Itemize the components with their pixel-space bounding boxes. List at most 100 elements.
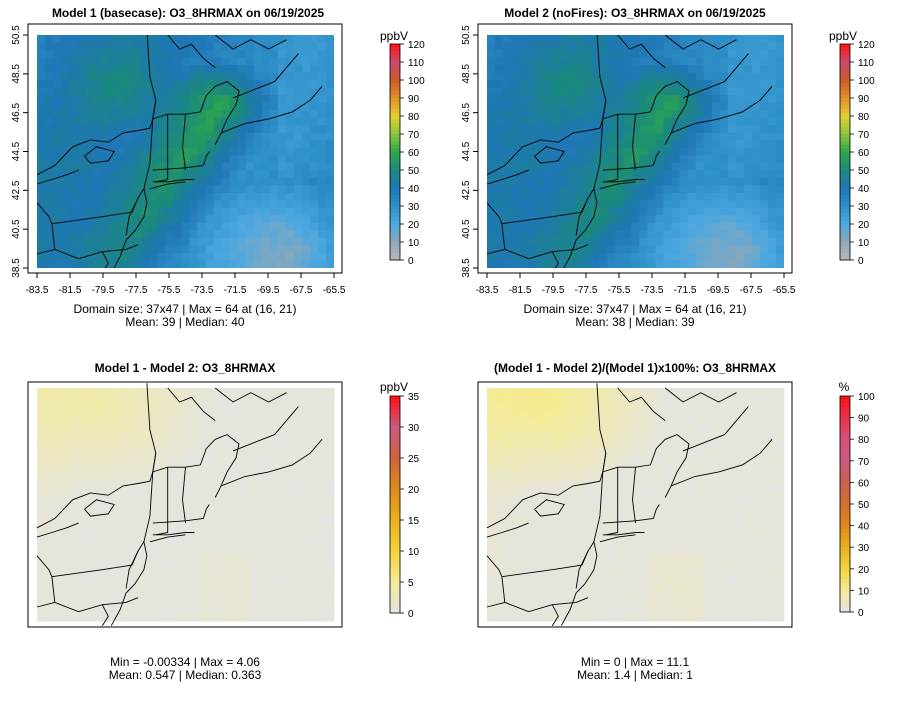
colorbar-segment [390, 486, 400, 490]
grid-cell [222, 103, 230, 111]
grid-cell [688, 103, 696, 111]
grid-cell [141, 598, 149, 606]
colorbar-segment [390, 501, 400, 505]
grid-cell [736, 148, 744, 156]
grid-cell [37, 185, 45, 193]
grid-cell [37, 148, 45, 156]
grid-cell [230, 148, 238, 156]
grid-cell [238, 260, 246, 268]
grid-cell [214, 193, 222, 201]
grid-cell [165, 95, 173, 103]
grid-cell [149, 208, 157, 216]
colorbar-tick-label: 90 [408, 94, 420, 105]
grid-cell [591, 606, 599, 614]
grid-cell [254, 65, 262, 73]
grid-cell [254, 583, 262, 591]
grid-cell [776, 471, 784, 479]
grid-cell [664, 125, 672, 133]
grid-cell [527, 396, 535, 404]
grid-cell [270, 245, 278, 253]
grid-cell [672, 35, 680, 43]
grid-cell [728, 260, 736, 268]
grid-cell [511, 471, 519, 479]
grid-cell [776, 88, 784, 96]
grid-cell [728, 531, 736, 539]
grid-cell [551, 591, 559, 599]
grid-cell [583, 433, 591, 441]
colorbar-segment [390, 152, 400, 156]
grid-cell [246, 170, 254, 178]
grid-cell [294, 253, 302, 261]
grid-cell [672, 178, 680, 186]
grid-cell [640, 140, 648, 148]
panel-difference: Model 1 - Model 2: O3_8HRMAX Min = -0.00… [28, 361, 420, 682]
grid-cell [688, 208, 696, 216]
grid-cell [744, 411, 752, 419]
grid-cell [69, 88, 77, 96]
grid-cell [53, 478, 61, 486]
grid-cell [190, 95, 198, 103]
colorbar-segment [390, 432, 400, 436]
grid-cell [37, 50, 45, 58]
grid-cell [696, 238, 704, 246]
grid-cell [656, 598, 664, 606]
grid-cell [77, 531, 85, 539]
colorbar-segment [390, 533, 400, 537]
grid-cell [133, 493, 141, 501]
grid-cell [262, 238, 270, 246]
grid-cell [302, 43, 310, 51]
grid-cell [543, 471, 551, 479]
grid-cell [615, 456, 623, 464]
grid-cell [768, 43, 776, 51]
grid-cell [623, 478, 631, 486]
grid-cell [181, 613, 189, 621]
grid-cell [270, 388, 278, 396]
grid-cell [310, 456, 318, 464]
grid-cell [141, 110, 149, 118]
grid-cell [230, 403, 238, 411]
grid-cell [495, 148, 503, 156]
grid-cell [109, 238, 117, 246]
colorbar-segment [390, 202, 400, 206]
grid-cell [117, 576, 125, 584]
grid-cell [696, 43, 704, 51]
grid-cell [688, 230, 696, 238]
grid-cell [768, 606, 776, 614]
grid-cell [736, 238, 744, 246]
grid-cell [648, 163, 656, 171]
grid-cell [728, 50, 736, 58]
grid-cell [680, 606, 688, 614]
grid-cell [656, 43, 664, 51]
grid-cell [230, 245, 238, 253]
colorbar-segment [390, 199, 400, 203]
grid-cell [623, 193, 631, 201]
grid-cell [101, 185, 109, 193]
grid-cell [157, 208, 165, 216]
grid-cell [262, 110, 270, 118]
grid-cell [69, 418, 77, 426]
grid-cell [294, 185, 302, 193]
grid-cell [631, 613, 639, 621]
grid-cell [45, 583, 53, 591]
colorbar-segment [840, 181, 850, 185]
grid-cell [768, 396, 776, 404]
grid-cell [222, 260, 230, 268]
grid-cell [198, 193, 206, 201]
grid-cell [230, 253, 238, 261]
grid-cell [326, 238, 334, 246]
grid-cell [752, 448, 760, 456]
grid-cell [326, 418, 334, 426]
grid-cell [181, 88, 189, 96]
grid-cell [696, 223, 704, 231]
grid-cell [543, 456, 551, 464]
grid-cell [752, 185, 760, 193]
grid-cell [535, 561, 543, 569]
grid-cell [527, 118, 535, 126]
grid-cell [53, 501, 61, 509]
grid-cell [760, 43, 768, 51]
grid-cell [286, 230, 294, 238]
colorbar-tick-label: 120 [408, 40, 425, 51]
grid-cell [607, 418, 615, 426]
grid-cell [45, 396, 53, 404]
grid-cell [752, 73, 760, 81]
